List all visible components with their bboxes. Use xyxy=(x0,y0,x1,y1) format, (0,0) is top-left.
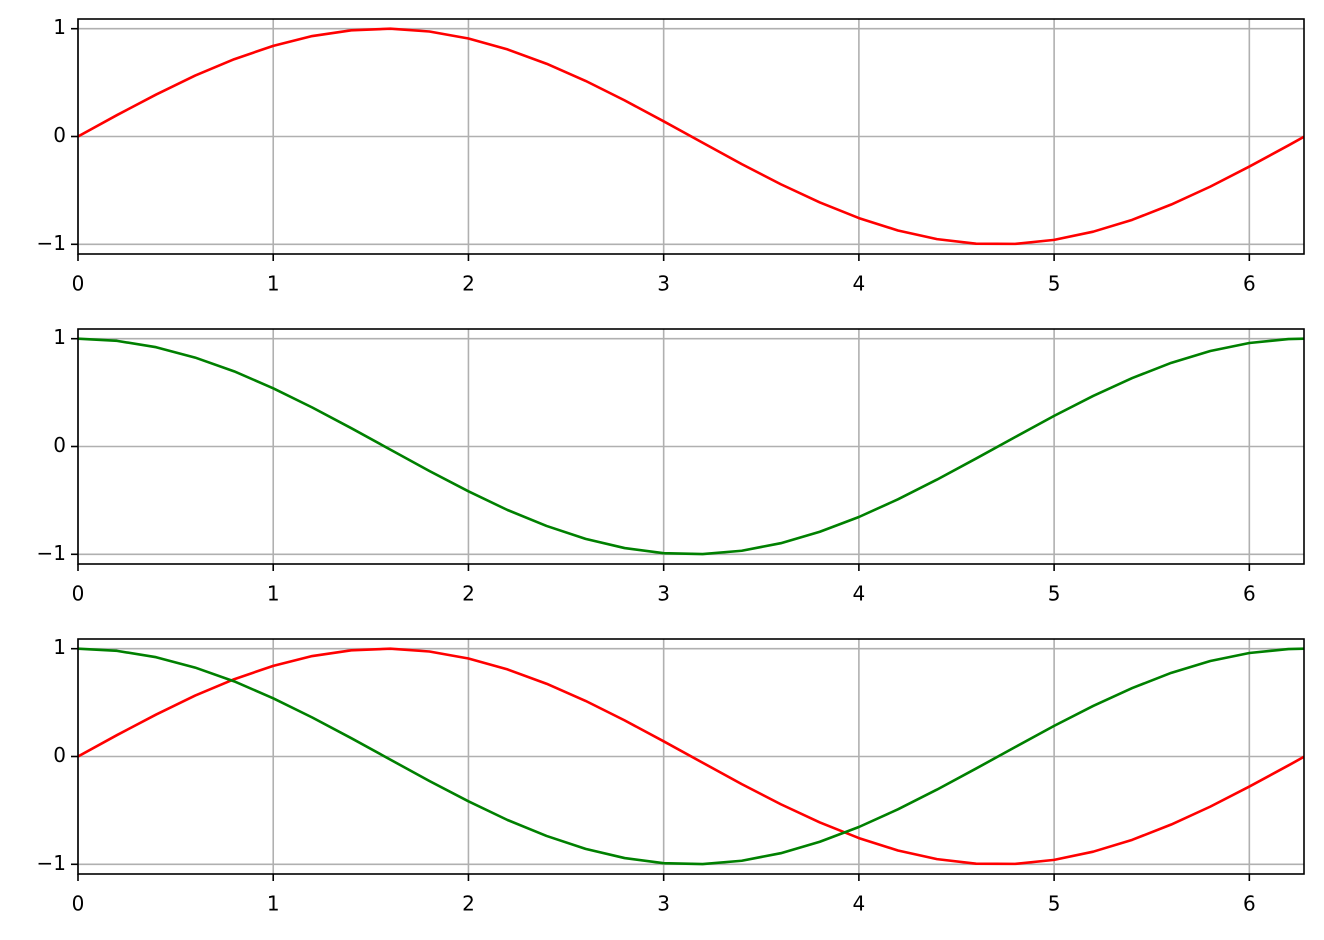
axes-frame xyxy=(77,328,1305,565)
y-tick-label: −1 xyxy=(37,541,66,565)
axes-frame xyxy=(77,638,1305,875)
line xyxy=(78,647,1304,866)
y-tick-label: −1 xyxy=(37,231,66,255)
y-tick-label: 0 xyxy=(53,743,66,767)
x-tick-label: 5 xyxy=(1048,272,1061,296)
y-tick-label: 1 xyxy=(53,325,66,349)
x-tick-label: 2 xyxy=(462,892,475,916)
x-tick-label: 1 xyxy=(267,892,280,916)
x-tick-label: 3 xyxy=(657,272,670,296)
x-tick-label: 2 xyxy=(462,582,475,606)
line xyxy=(78,27,1304,246)
x-tick-label: 0 xyxy=(72,582,85,606)
y-tick-label: 0 xyxy=(53,433,66,457)
x-tick-label: 4 xyxy=(853,272,866,296)
y-tick-label: 1 xyxy=(53,635,66,659)
line xyxy=(78,647,1304,866)
x-tick-label: 4 xyxy=(853,582,866,606)
line xyxy=(78,337,1304,556)
x-tick-label: 2 xyxy=(462,272,475,296)
x-tick-label: 1 xyxy=(267,582,280,606)
x-tick-label: 5 xyxy=(1048,892,1061,916)
x-tick-label: 6 xyxy=(1243,272,1256,296)
y-tick-label: 0 xyxy=(53,123,66,147)
axes-frame xyxy=(77,18,1305,255)
x-tick-label: 6 xyxy=(1243,582,1256,606)
y-tick-label: −1 xyxy=(37,851,66,875)
y-tick-label: 1 xyxy=(53,15,66,39)
x-tick-label: 1 xyxy=(267,272,280,296)
x-tick-label: 0 xyxy=(72,892,85,916)
x-tick-label: 3 xyxy=(657,892,670,916)
x-tick-label: 0 xyxy=(72,272,85,296)
x-tick-label: 4 xyxy=(853,892,866,916)
x-tick-label: 6 xyxy=(1243,892,1256,916)
x-tick-label: 3 xyxy=(657,582,670,606)
x-tick-label: 5 xyxy=(1048,582,1061,606)
